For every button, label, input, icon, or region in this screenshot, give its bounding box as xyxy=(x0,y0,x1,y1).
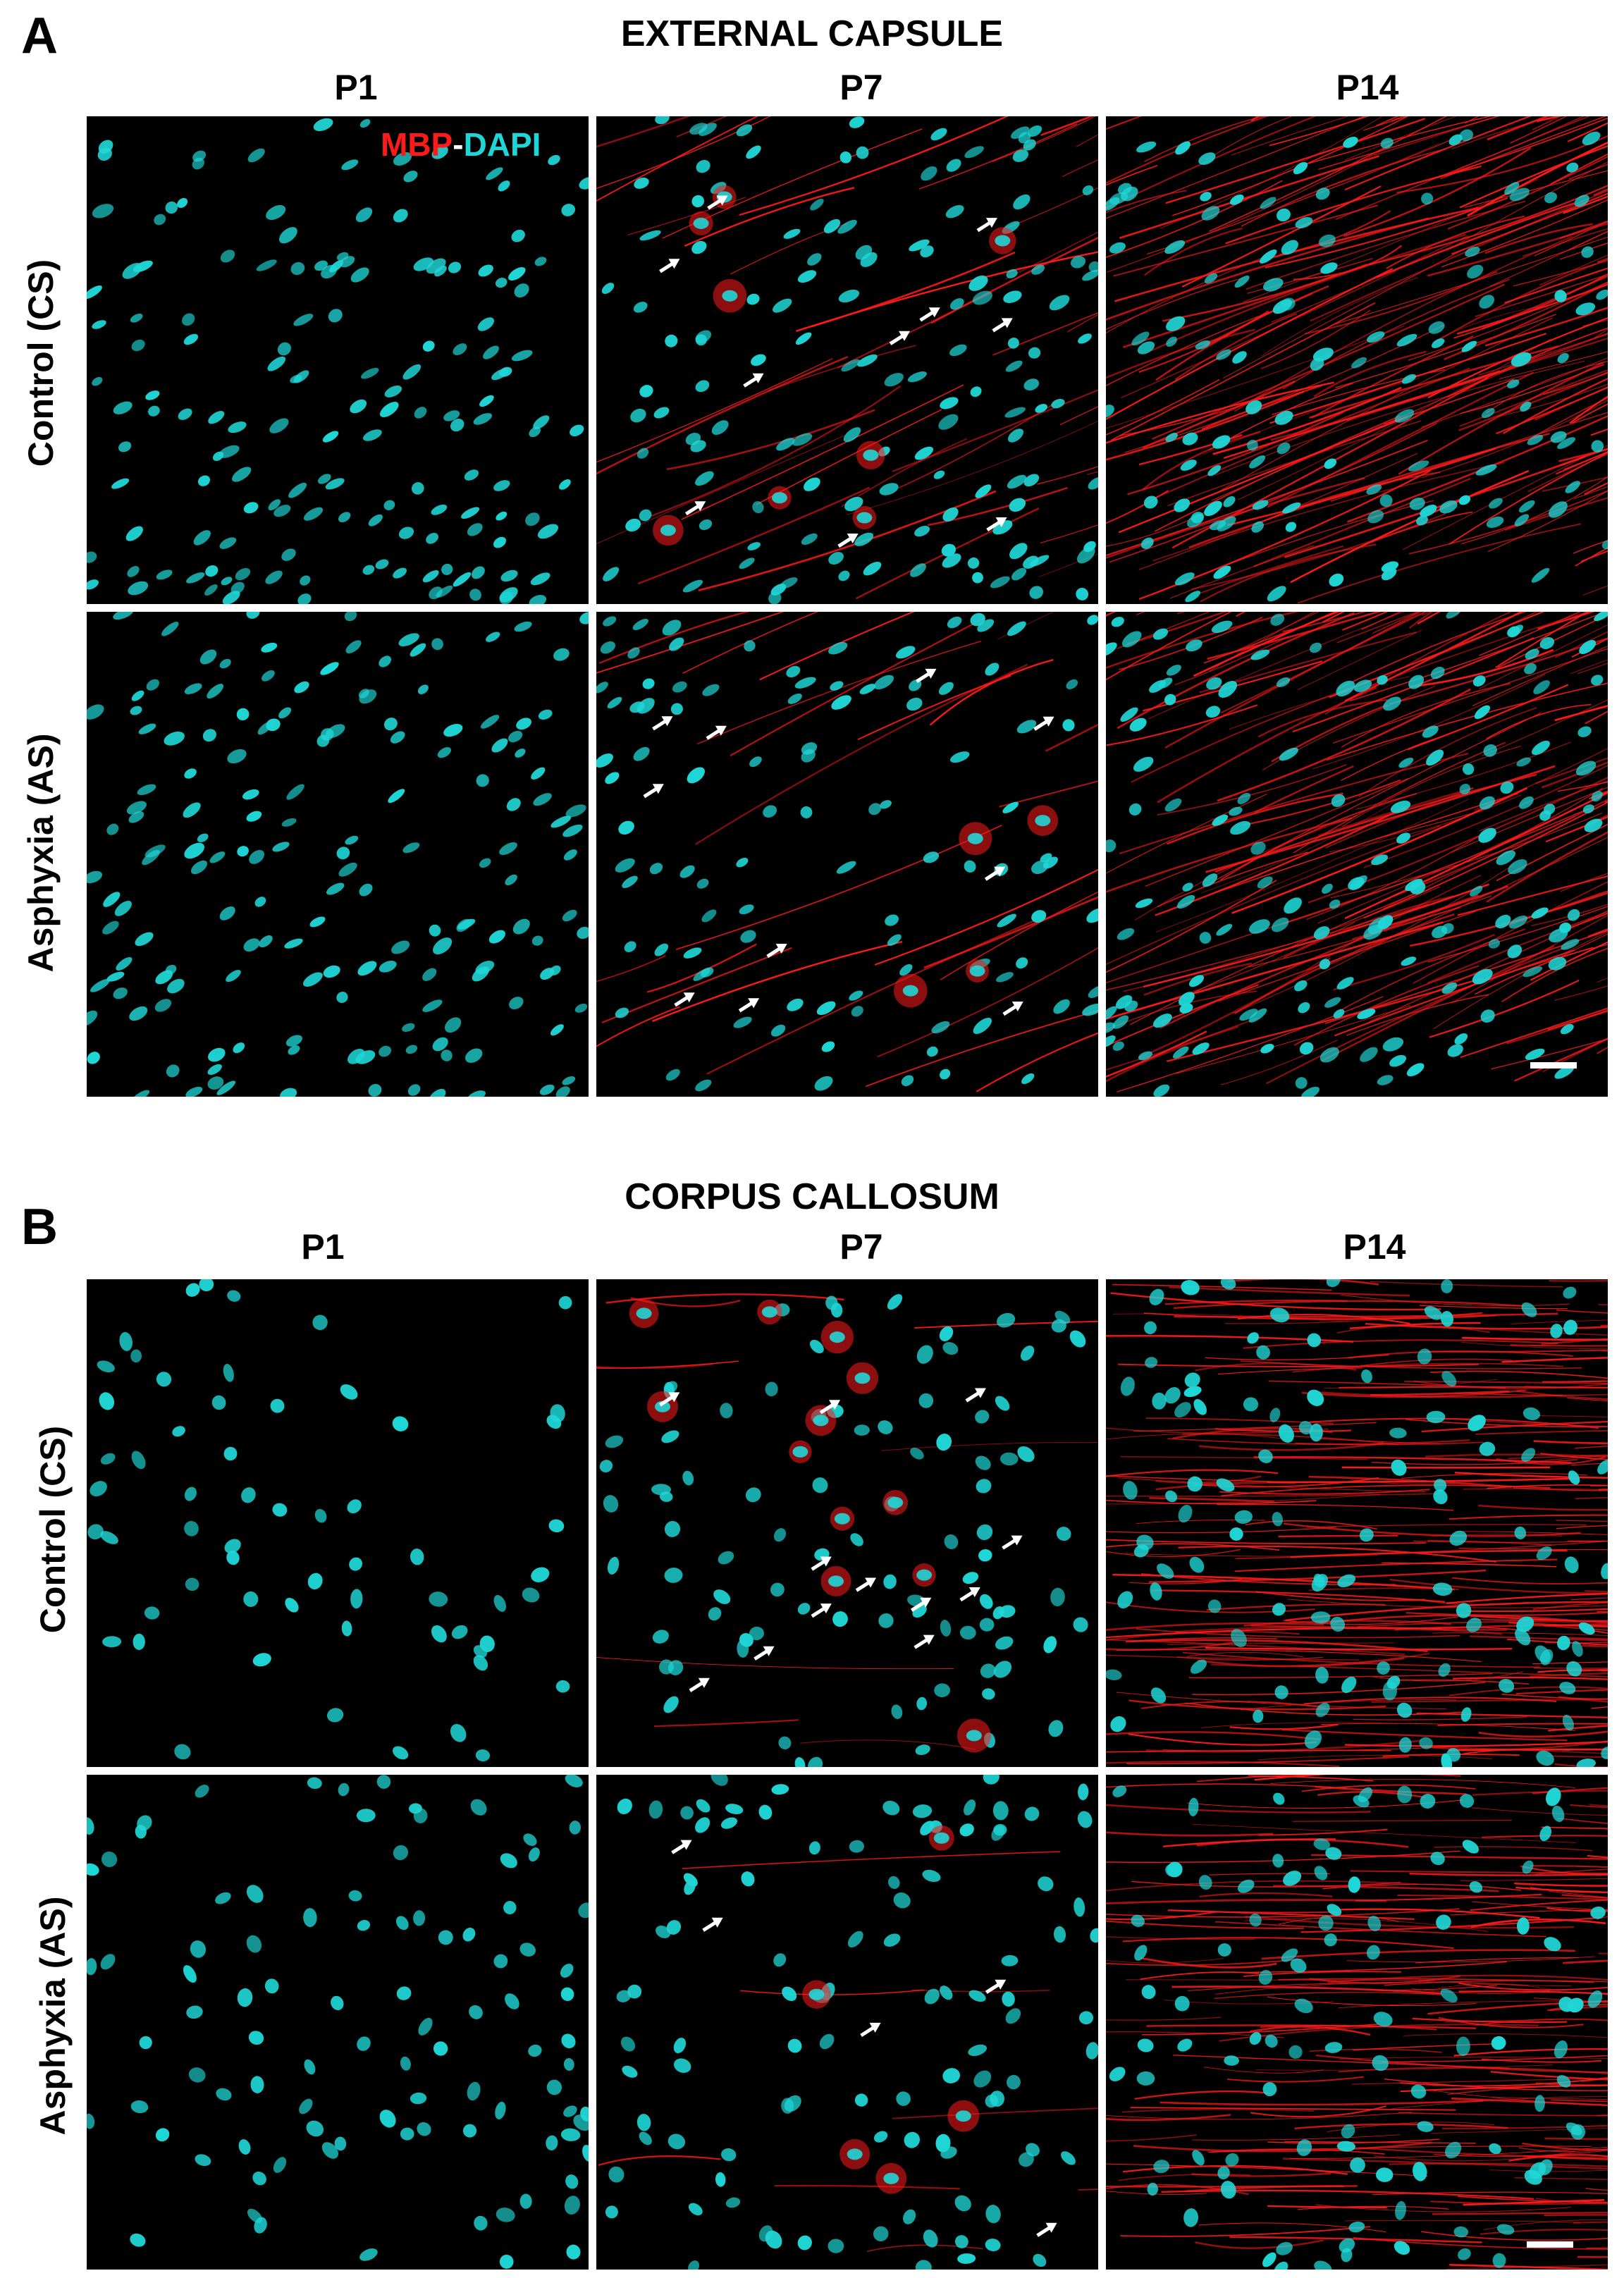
mbp-fibers xyxy=(1106,1279,1608,1767)
dapi-nuclei xyxy=(596,612,1098,1092)
panel-b-control-p14-image xyxy=(1106,1279,1608,1767)
panel-a-col-p1: P1 xyxy=(334,68,378,107)
legend-dapi: DAPI xyxy=(463,126,541,163)
dapi-nuclei xyxy=(87,1279,572,1762)
dapi-nuclei xyxy=(605,1775,1098,2270)
panel-b-asphyxia-p14-image xyxy=(1106,1775,1608,2270)
panel-b-asphyxia-p7-image xyxy=(596,1775,1098,2270)
dapi-nuclei xyxy=(1109,1785,1606,2270)
panel-a-letter: A xyxy=(21,8,58,64)
panel-b-col-p1: P1 xyxy=(301,1227,345,1267)
annotation-arrows xyxy=(643,668,1054,1016)
panel-a-control-p1-image xyxy=(87,116,589,604)
panel-a-col-p14: P14 xyxy=(1336,68,1399,107)
dapi-nuclei xyxy=(1106,612,1608,1097)
mbp-positive-cells xyxy=(629,1298,991,1753)
panel-b-row-asphyxia: Asphyxia (AS) xyxy=(33,1896,73,2136)
mbp-fibers xyxy=(598,1851,1098,2253)
dapi-nuclei xyxy=(599,1294,1088,1767)
panel-a-row-asphyxia: Asphyxia (AS) xyxy=(21,733,61,973)
mbp-fibers xyxy=(596,612,1098,1092)
panel-a-col-p7: P7 xyxy=(839,68,883,107)
panel-a-scale-bar xyxy=(1530,1062,1577,1069)
panel-a-control-p14-image xyxy=(1106,116,1608,604)
annotation-arrows xyxy=(658,1388,1023,1692)
panel-b-col-p14: P14 xyxy=(1343,1227,1406,1267)
dapi-nuclei xyxy=(1106,1279,1608,1767)
panel-b-col-p7: P7 xyxy=(839,1227,883,1267)
dapi-nuclei xyxy=(87,612,589,1097)
stain-legend: MBP-DAPI xyxy=(381,125,541,164)
panel-b-scale-bar xyxy=(1527,2241,1573,2248)
mbp-positive-cells xyxy=(802,1825,980,2194)
panel-b-letter: B xyxy=(21,1199,58,1255)
annotation-arrows xyxy=(671,1840,1057,2237)
mbp-positive-cells xyxy=(894,805,1059,1008)
annotation-arrows xyxy=(659,195,1013,548)
mbp-positive-cells xyxy=(653,185,1016,546)
dapi-nuclei xyxy=(87,118,589,604)
panel-b-asphyxia-p1-image xyxy=(87,1775,589,2270)
mbp-fibers xyxy=(1106,1775,1608,2270)
panel-a-asphyxia-p7-image xyxy=(596,612,1098,1097)
panel-b-control-p7-image xyxy=(596,1279,1098,1767)
legend-separator: - xyxy=(453,126,464,163)
legend-mbp: MBP xyxy=(381,126,453,163)
panel-b-row-control: Control (CS) xyxy=(33,1425,73,1634)
panel-a-asphyxia-p1-image xyxy=(87,612,589,1097)
panel-a-control-p7-image xyxy=(596,116,1098,604)
mbp-fibers xyxy=(596,116,1098,600)
panel-a-asphyxia-p14-image xyxy=(1106,612,1608,1097)
panel-a-title: EXTERNAL CAPSULE xyxy=(620,13,1004,54)
panel-b-title: CORPUS CALLOSUM xyxy=(625,1176,999,1217)
dapi-nuclei xyxy=(1106,129,1608,603)
dapi-nuclei xyxy=(87,1775,589,2269)
panel-b-control-p1-image xyxy=(87,1279,589,1767)
panel-a-row-control: Control (CS) xyxy=(21,259,61,467)
